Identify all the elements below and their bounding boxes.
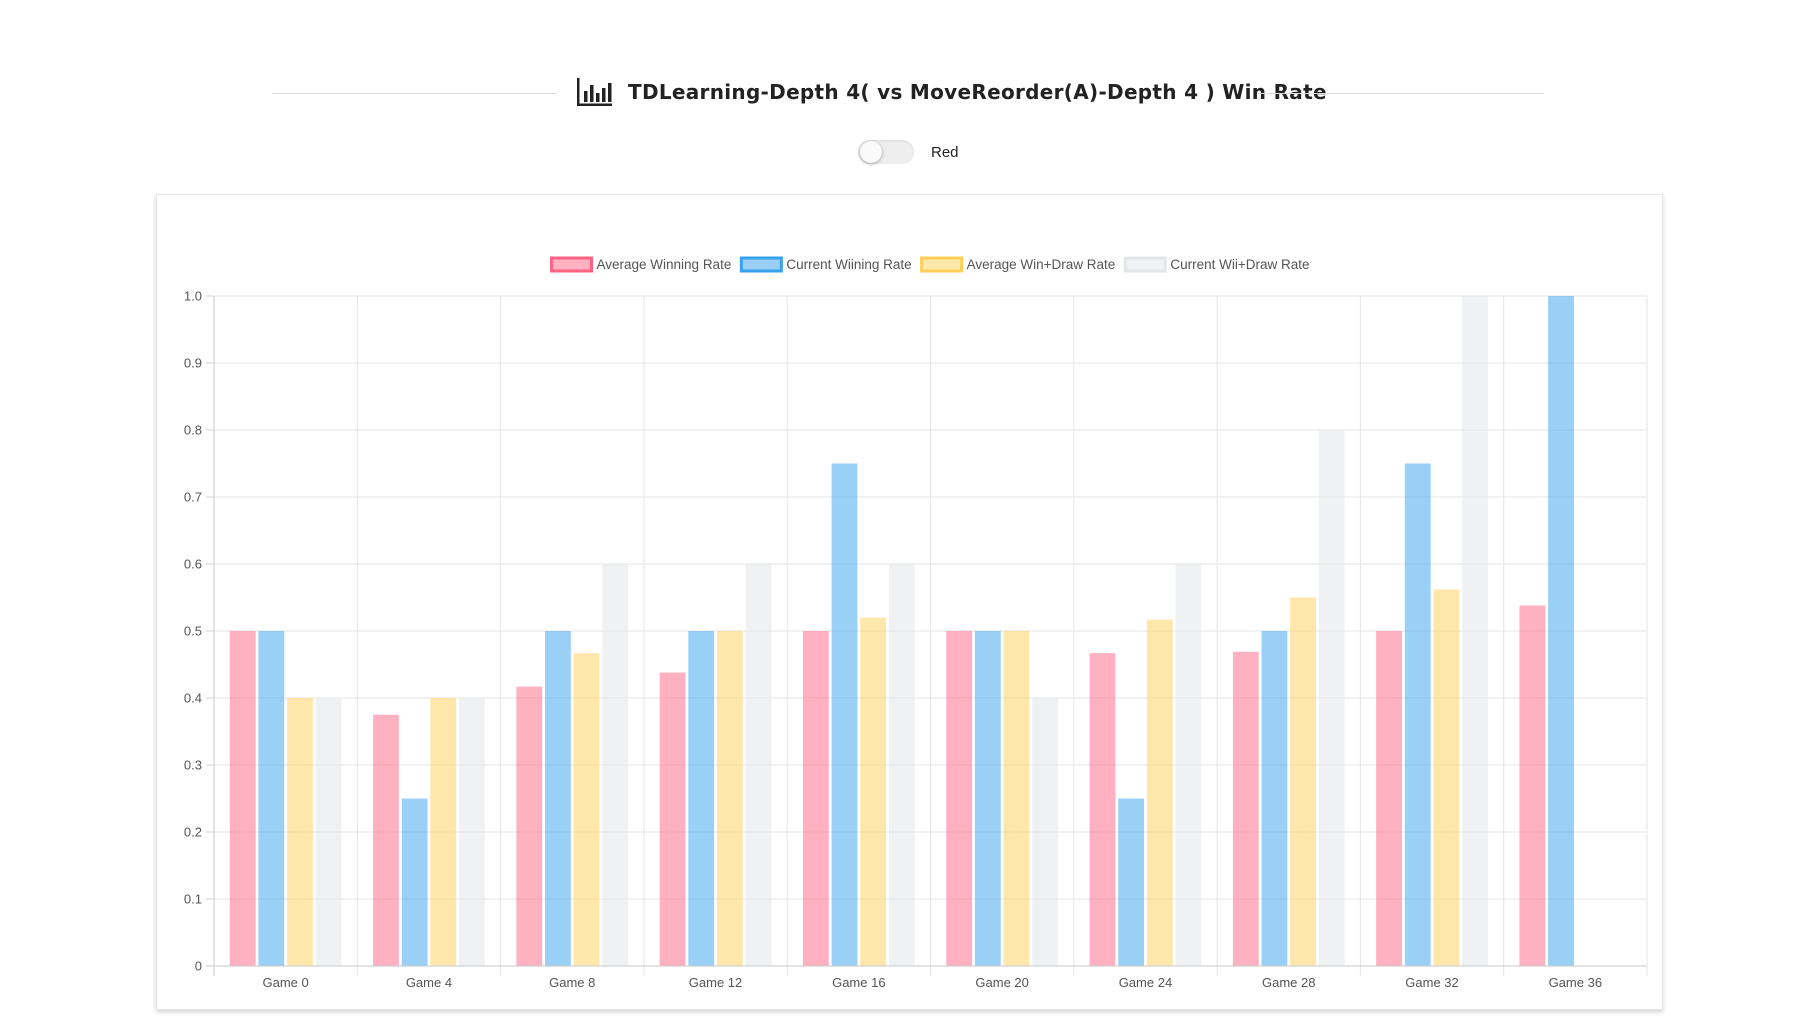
y-tick-label: 0.5: [184, 624, 202, 639]
y-tick-label: 0.1: [184, 892, 202, 907]
legend-swatch[interactable]: [920, 256, 964, 273]
x-tick-label: Game 28: [1262, 975, 1315, 990]
bar[interactable]: [688, 631, 715, 966]
y-tick-label: 0.2: [184, 825, 202, 840]
y-tick-label: 0.8: [184, 423, 202, 438]
y-tick-label: 0.7: [184, 490, 202, 505]
bar[interactable]: [1376, 631, 1402, 966]
x-tick-label: Game 0: [263, 975, 309, 990]
bar[interactable]: [602, 564, 629, 966]
page-title: TDLearning-Depth 4( vs MoveReorder(A)-De…: [628, 80, 1327, 104]
bar[interactable]: [1003, 631, 1030, 966]
bar-chart-icon: [577, 78, 612, 106]
bar[interactable]: [401, 798, 428, 967]
bar[interactable]: [1548, 296, 1574, 966]
bar[interactable]: [573, 653, 600, 966]
y-tick-label: 0.3: [184, 758, 202, 773]
x-tick-label: Game 36: [1549, 975, 1602, 990]
bar[interactable]: [287, 698, 313, 966]
x-tick-label: Game 24: [1119, 975, 1172, 990]
bar[interactable]: [1261, 631, 1288, 966]
y-tick-label: 1.0: [184, 289, 202, 304]
legend-label[interactable]: Average Win+Draw Rate: [967, 257, 1116, 272]
x-tick-label: Game 8: [549, 975, 595, 990]
bar[interactable]: [831, 463, 858, 967]
x-tick-label: Game 16: [832, 975, 885, 990]
x-tick-label: Game 32: [1405, 975, 1458, 990]
bar[interactable]: [946, 631, 973, 966]
bar[interactable]: [1290, 597, 1316, 967]
bar[interactable]: [459, 698, 485, 966]
title-wrap: TDLearning-Depth 4( vs MoveReorder(A)-De…: [576, 72, 1327, 112]
legend-label[interactable]: Current Wii+Draw Rate: [1170, 257, 1309, 272]
bar[interactable]: [1232, 651, 1259, 966]
x-tick-label: Game 12: [689, 975, 742, 990]
bar[interactable]: [1462, 296, 1488, 966]
bar[interactable]: [258, 631, 285, 966]
bar[interactable]: [1519, 605, 1546, 966]
bar[interactable]: [745, 564, 772, 966]
bar-layer: [229, 296, 1574, 967]
bar[interactable]: [1118, 798, 1145, 967]
y-tick-label: 0.9: [184, 356, 202, 371]
axis-layer: 0 0.1 0.2 0.3 0.4 0.5 0.6 0.7 0.8 0.9 1.0 Game 0 Gam…: [184, 289, 1647, 990]
red-toggle-switch[interactable]: [858, 140, 914, 164]
bar[interactable]: [1032, 698, 1059, 966]
chart-card: 0 0.1 0.2 0.3 0.4 0.5 0.6 0.7 0.8 0.9 1.0 Game 0 Gam…: [156, 194, 1663, 1010]
bar[interactable]: [516, 686, 543, 966]
bar[interactable]: [716, 631, 743, 966]
bar[interactable]: [888, 564, 915, 966]
y-tick-label: 0: [195, 959, 202, 974]
y-tick-label: 0.4: [184, 691, 202, 706]
legend-swatch[interactable]: [1123, 256, 1167, 273]
bar[interactable]: [860, 617, 887, 966]
bar[interactable]: [974, 631, 1001, 966]
toggle-knob[interactable]: [860, 141, 882, 163]
bar[interactable]: [1146, 619, 1173, 966]
legend-label[interactable]: Current Wiining Rate: [786, 257, 911, 272]
header-divider-left: [272, 93, 557, 94]
bar[interactable]: [1089, 653, 1116, 966]
legend: Average Winning Rate Current Wiining Rate…: [550, 256, 1310, 273]
bar[interactable]: [545, 631, 571, 966]
bar[interactable]: [315, 698, 342, 966]
bar[interactable]: [373, 714, 399, 966]
header-divider-right: [1258, 93, 1544, 94]
x-tick-label: Game 20: [975, 975, 1028, 990]
bar[interactable]: [430, 698, 457, 966]
color-toggle-row: Red: [858, 140, 959, 164]
legend-label[interactable]: Average Winning Rate: [597, 257, 732, 272]
y-tick-label: 0.6: [184, 557, 202, 572]
bar[interactable]: [1318, 430, 1345, 966]
bar-chart: 0 0.1 0.2 0.3 0.4 0.5 0.6 0.7 0.8 0.9 1.0 Game 0 Gam…: [184, 256, 1648, 990]
bar[interactable]: [1433, 589, 1460, 966]
bar[interactable]: [1404, 463, 1431, 967]
bar[interactable]: [229, 631, 256, 966]
chart-header: TDLearning-Depth 4( vs MoveReorder(A)-De…: [0, 72, 1818, 112]
toggle-label: Red: [931, 143, 959, 161]
x-tick-label: Game 4: [406, 975, 452, 990]
bar[interactable]: [802, 631, 829, 966]
bar[interactable]: [659, 672, 686, 966]
bar[interactable]: [1175, 564, 1202, 966]
grid-layer: [213, 295, 1648, 976]
legend-swatch[interactable]: [550, 256, 594, 273]
legend-swatch[interactable]: [739, 256, 783, 273]
